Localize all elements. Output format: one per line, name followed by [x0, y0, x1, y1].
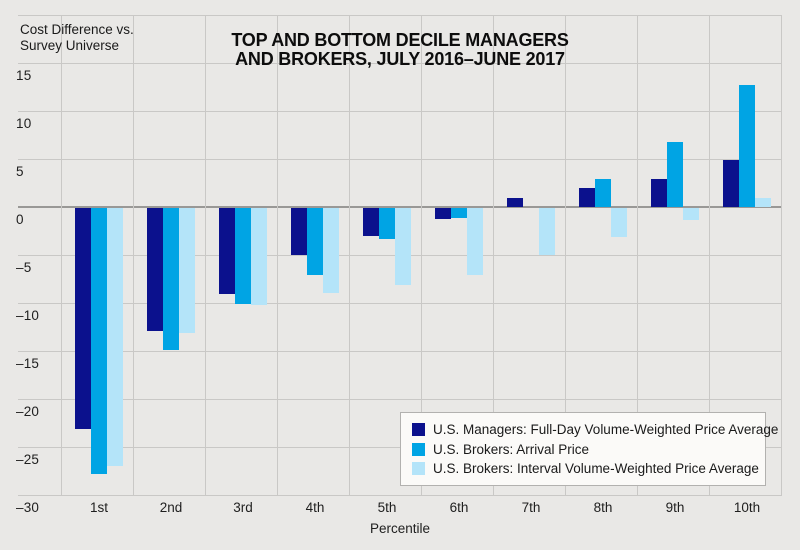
- bar-9th-series1: [651, 179, 667, 207]
- bar-2nd-series2: [163, 208, 179, 351]
- y-tick-label: –15: [16, 356, 40, 371]
- v-gridline: [421, 15, 422, 496]
- bar-9th-series3: [683, 208, 699, 220]
- bar-8th-series2: [595, 179, 611, 207]
- x-axis-title: Percentile: [369, 521, 431, 536]
- v-gridline: [133, 15, 134, 496]
- y-tick-label: 5: [16, 164, 24, 179]
- bar-3rd-series1: [219, 208, 235, 295]
- h-gridline: [18, 399, 781, 400]
- bar-6th-series2: [451, 208, 467, 218]
- x-tick-label: 9th: [665, 500, 685, 515]
- bar-1st-series1: [75, 208, 91, 429]
- y-axis-title: Cost Difference vs. Survey Universe: [20, 22, 134, 54]
- v-gridline: [637, 15, 638, 496]
- bar-2nd-series1: [147, 208, 163, 331]
- bar-10th-series1: [723, 159, 739, 207]
- bar-1st-series3: [107, 208, 123, 467]
- v-gridline: [709, 15, 710, 496]
- legend-swatch-icon: [412, 423, 425, 437]
- legend-swatch-icon: [412, 442, 425, 456]
- bar-10th-series2: [739, 85, 755, 207]
- bar-6th-series3: [467, 208, 483, 276]
- bar-4th-series2: [307, 208, 323, 276]
- x-tick-label: 5th: [377, 500, 397, 515]
- bar-6th-series1: [435, 208, 451, 219]
- x-tick-label: 3rd: [233, 500, 253, 515]
- h-gridline: [18, 351, 781, 352]
- x-tick-label: 4th: [305, 500, 325, 515]
- legend-swatch-icon: [412, 462, 425, 476]
- x-tick-label: 10th: [733, 500, 761, 515]
- bar-4th-series3: [323, 208, 339, 294]
- x-tick-label: 2nd: [159, 500, 183, 515]
- h-gridline: [18, 303, 781, 304]
- bar-10th-series3: [755, 198, 771, 207]
- v-gridline: [349, 15, 350, 496]
- chart-title-line1: TOP AND BOTTOM DECILE MANAGERS: [231, 30, 569, 50]
- h-gridline: [18, 63, 781, 64]
- y-tick-label: –5: [16, 260, 32, 275]
- legend-label: U.S. Managers: Full-Day Volume-Weighted …: [433, 422, 779, 438]
- legend-label: U.S. Brokers: Arrival Price: [433, 441, 590, 457]
- bar-5th-series3: [395, 208, 411, 285]
- v-gridline: [493, 15, 494, 496]
- legend-label: U.S. Brokers: Interval Volume-Weighted P…: [433, 461, 759, 477]
- x-tick-label: 8th: [593, 500, 613, 515]
- bar-5th-series2: [379, 208, 395, 239]
- y-axis-title-line1: Cost Difference vs.: [20, 22, 134, 37]
- bar-8th-series1: [579, 187, 595, 207]
- legend-row: U.S. Brokers: Arrival Price: [412, 440, 755, 460]
- y-tick-label: –25: [16, 452, 40, 467]
- v-gridline: [781, 15, 782, 496]
- h-gridline: [18, 159, 781, 160]
- x-tick-label: 7th: [521, 500, 541, 515]
- h-gridline: [18, 495, 781, 496]
- v-gridline: [565, 15, 566, 496]
- y-tick-label: 0: [16, 212, 24, 227]
- h-gridline: [18, 447, 781, 448]
- y-tick-label: –10: [16, 308, 40, 323]
- y-tick-label: 15: [16, 68, 32, 83]
- bar-7th-series1: [507, 198, 523, 207]
- y-axis-title-line2: Survey Universe: [20, 38, 120, 53]
- bar-4th-series1: [291, 208, 307, 256]
- y-tick-label: –30: [16, 500, 40, 515]
- h-gridline: [18, 15, 781, 16]
- zero-gridline: [18, 206, 781, 208]
- bar-3rd-series2: [235, 208, 251, 304]
- v-gridline: [277, 15, 278, 496]
- x-tick-label: 6th: [449, 500, 469, 515]
- bar-1st-series2: [91, 208, 107, 474]
- x-tick-label: 1st: [89, 500, 108, 515]
- legend-row: U.S. Brokers: Interval Volume-Weighted P…: [412, 459, 759, 479]
- bar-5th-series1: [363, 208, 379, 236]
- bar-3rd-series3: [251, 208, 267, 305]
- v-gridline: [205, 15, 206, 496]
- y-tick-label: –20: [16, 404, 40, 419]
- bar-7th-series3: [539, 208, 555, 256]
- v-gridline: [61, 15, 62, 496]
- bar-2nd-series3: [179, 208, 195, 333]
- legend: U.S. Managers: Full-Day Volume-Weighted …: [400, 412, 778, 486]
- legend-row: U.S. Managers: Full-Day Volume-Weighted …: [412, 420, 778, 440]
- bar-8th-series3: [611, 208, 627, 237]
- y-tick-label: 10: [16, 116, 32, 131]
- chart-title: TOP AND BOTTOM DECILE MANAGERS AND BROKE…: [0, 31, 800, 69]
- h-gridline: [18, 111, 781, 112]
- chart-title-line2: AND BROKERS, JULY 2016–JUNE 2017: [235, 49, 565, 69]
- bar-9th-series2: [667, 141, 683, 207]
